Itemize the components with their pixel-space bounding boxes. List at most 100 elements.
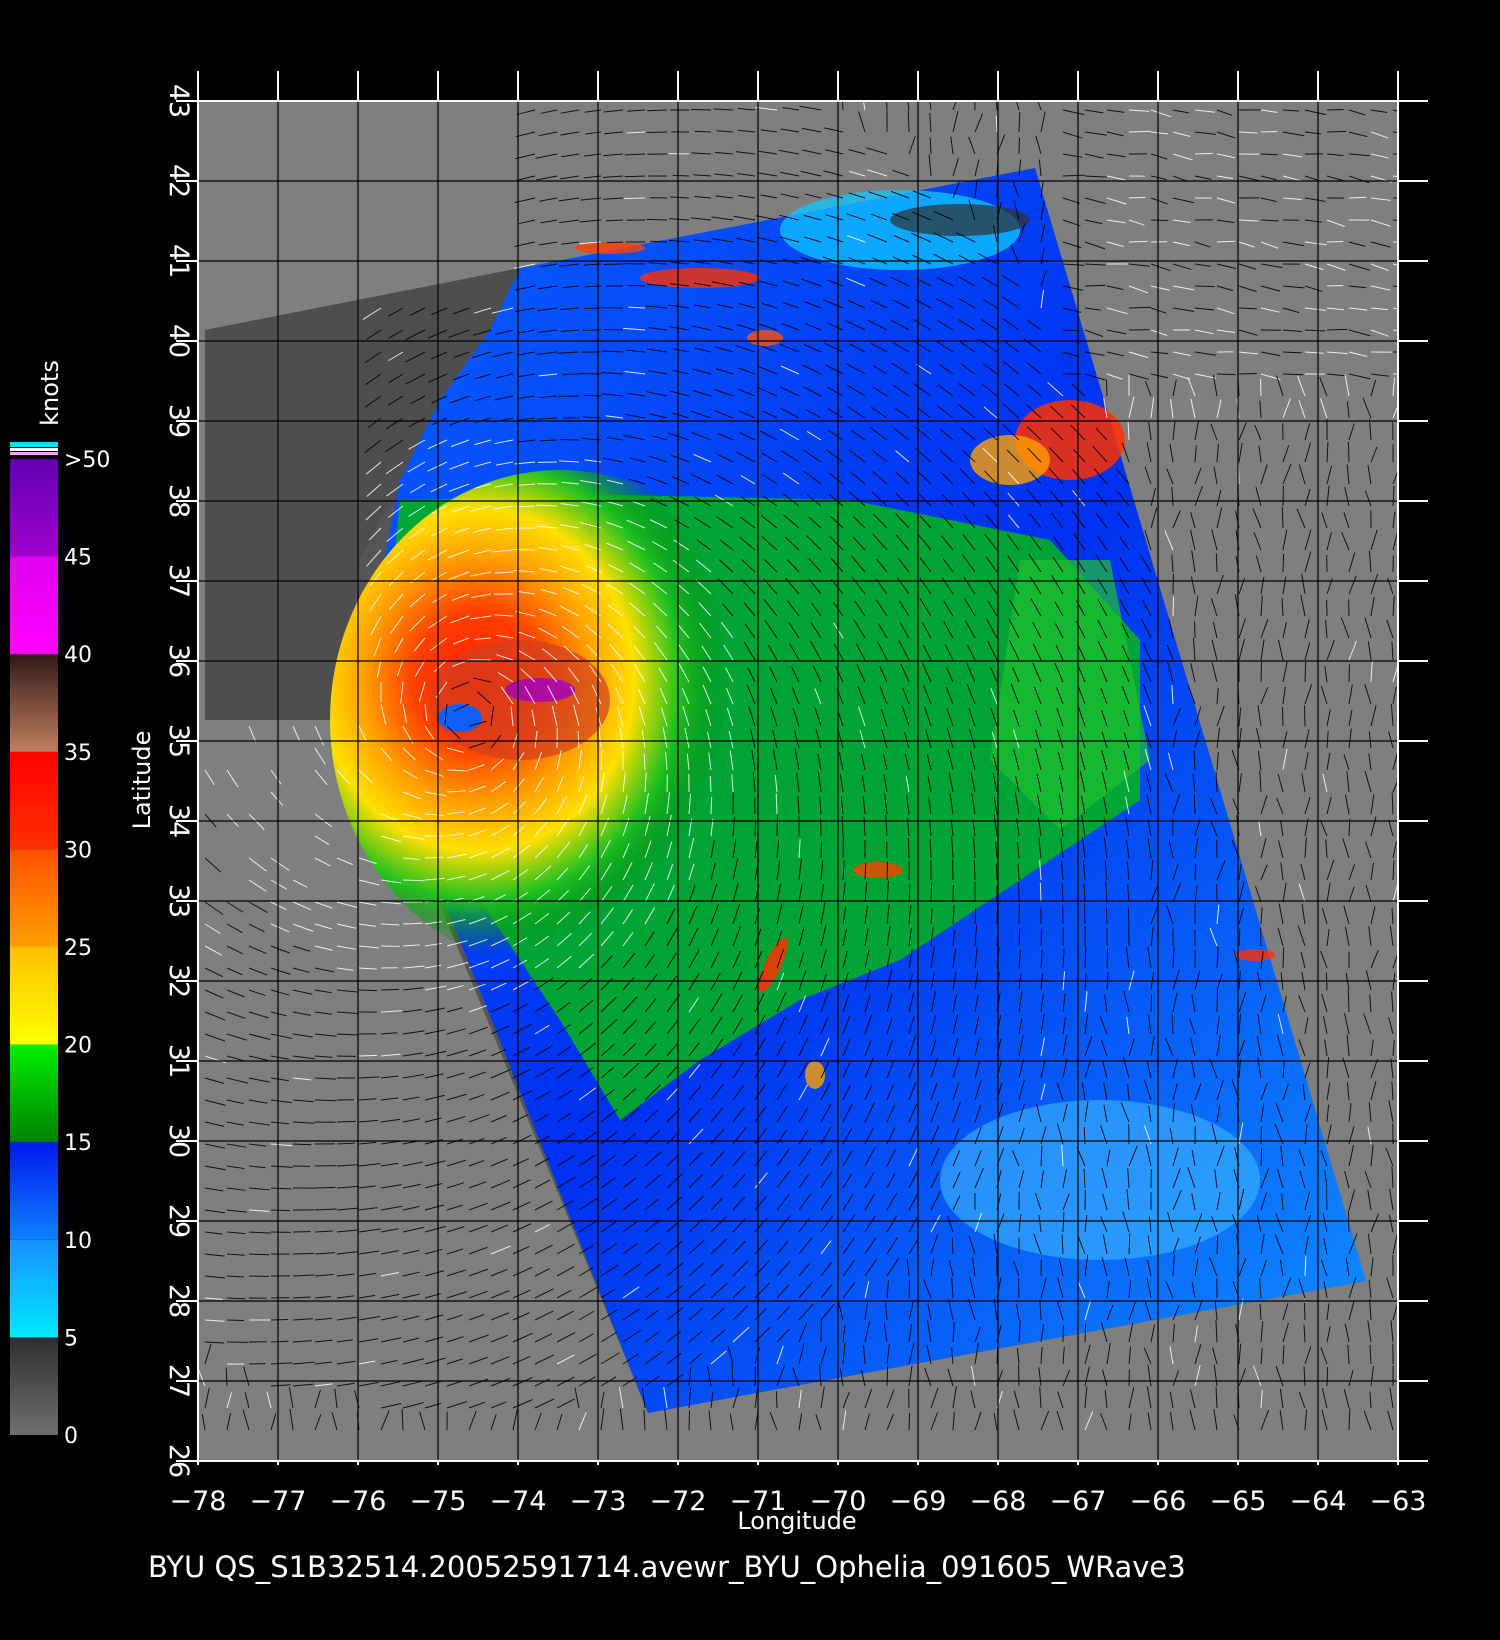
wind-barb xyxy=(1106,1343,1111,1365)
wind-barb xyxy=(1370,241,1391,248)
wind-barb xyxy=(500,686,514,705)
wind-barb xyxy=(226,1392,232,1409)
wind-barb xyxy=(934,211,954,221)
wind-barb xyxy=(633,645,646,661)
wind-barb xyxy=(578,953,595,969)
wind-barb xyxy=(974,1326,982,1343)
wind-barb xyxy=(1209,927,1218,947)
wind-barb xyxy=(534,1333,553,1343)
wind-barb xyxy=(1093,468,1108,485)
wind-barb xyxy=(1117,490,1130,507)
wind-barb xyxy=(380,1316,398,1321)
wind-barb xyxy=(1348,196,1367,199)
wind-barb xyxy=(754,1172,768,1189)
wind-barb xyxy=(1147,1235,1152,1255)
wind-barb xyxy=(518,631,536,639)
wind-barb xyxy=(1128,373,1149,380)
wind-barb xyxy=(776,1365,785,1387)
wind-barb xyxy=(1214,1299,1218,1321)
wind-barb xyxy=(556,1289,572,1299)
wind-barb xyxy=(760,129,778,133)
wind-barb xyxy=(1128,240,1148,243)
wind-barb xyxy=(1326,153,1344,156)
wind-barb xyxy=(314,1383,333,1387)
wind-barb xyxy=(625,413,646,419)
wind-barb xyxy=(1282,153,1303,158)
wind-barb xyxy=(450,439,470,448)
wind-barb xyxy=(820,1103,832,1123)
wind-barb xyxy=(607,564,624,573)
wind-barb xyxy=(1017,1364,1020,1387)
wind-barb xyxy=(1304,705,1306,727)
wind-barb xyxy=(750,729,756,749)
wind-barb xyxy=(1216,153,1235,159)
eyewall-purple xyxy=(505,678,575,702)
wind-barb xyxy=(334,1388,338,1409)
wind-barb xyxy=(1370,794,1375,815)
wind-barb xyxy=(248,1143,267,1147)
wind-barb xyxy=(543,666,558,683)
wind-barb xyxy=(1191,1149,1196,1167)
wind-barb xyxy=(1281,707,1284,727)
wind-barb xyxy=(490,1356,510,1365)
wind-barb xyxy=(1168,840,1174,859)
wind-barb xyxy=(1304,619,1310,639)
wind-barb xyxy=(958,383,976,397)
wind-barb xyxy=(1106,109,1125,113)
wind-barb xyxy=(1368,418,1372,441)
wind-barb xyxy=(1147,819,1152,837)
wind-barb xyxy=(1084,284,1106,287)
wind-barb xyxy=(1348,1369,1354,1387)
wind-barb xyxy=(292,1143,312,1146)
wind-barb xyxy=(1392,595,1395,617)
wind-barb xyxy=(805,534,822,551)
wind-barb xyxy=(943,600,954,617)
wind-barb xyxy=(646,391,668,397)
wind-barb xyxy=(314,1033,337,1037)
wind-barb xyxy=(1282,882,1287,903)
wind-barb xyxy=(1304,285,1323,293)
wind-barb xyxy=(827,408,844,419)
colorbar-band xyxy=(10,654,58,752)
wind-barb xyxy=(314,967,335,973)
wind-barb xyxy=(387,505,404,518)
wind-barb xyxy=(1167,662,1174,683)
wind-barb xyxy=(693,174,712,177)
wind-barb xyxy=(930,1214,941,1233)
wind-barb xyxy=(358,1076,380,1079)
wind-barb xyxy=(468,1410,477,1431)
wind-barb xyxy=(1238,329,1258,336)
wind-barb xyxy=(886,1215,898,1233)
wind-barb xyxy=(1319,376,1328,397)
wind-barb xyxy=(820,924,827,947)
wind-barb xyxy=(846,384,866,397)
wind-barb xyxy=(758,172,778,177)
wind-barb xyxy=(754,1387,759,1409)
wind-barb xyxy=(755,106,778,111)
wind-barb xyxy=(490,1201,511,1211)
wind-barb xyxy=(1300,864,1306,881)
wind-barb xyxy=(1257,750,1262,771)
wind-barb xyxy=(474,439,492,446)
wind-barb xyxy=(732,1285,746,1299)
wind-barb xyxy=(952,1101,961,1123)
wind-barb xyxy=(1216,752,1219,771)
wind-barb xyxy=(270,1318,289,1321)
wind-barb xyxy=(802,149,822,155)
wind-barb xyxy=(1282,622,1287,639)
wind-barb xyxy=(226,1033,248,1041)
wind-barb xyxy=(788,622,800,639)
wind-barb xyxy=(791,687,800,705)
wind-barb xyxy=(1369,1391,1372,1409)
wind-barb xyxy=(1370,329,1389,337)
wind-barb xyxy=(1238,970,1241,991)
wind-barb xyxy=(820,1261,833,1277)
colorbar-tick-label: 20 xyxy=(64,1034,92,1059)
lon-tick-label: −66 xyxy=(1130,1486,1187,1517)
wind-barb xyxy=(710,1391,714,1409)
wind-barb xyxy=(1391,1081,1394,1101)
wind-barb xyxy=(365,461,382,475)
wind-barb xyxy=(402,879,425,882)
colorbar-band xyxy=(10,1239,58,1338)
wind-barb xyxy=(673,539,690,551)
